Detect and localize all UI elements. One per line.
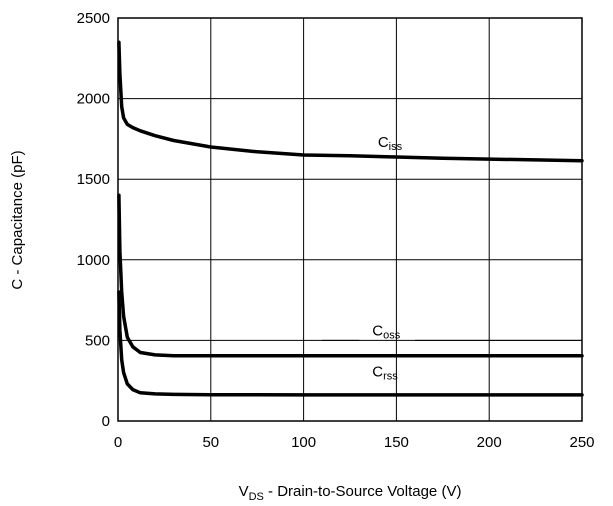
- x-axis-label-sub: DS: [249, 491, 264, 503]
- x-tick-label: 0: [114, 434, 122, 451]
- x-tick-labels: 0 50 100 150 200 250: [114, 434, 595, 451]
- x-tick-label: 50: [202, 434, 219, 451]
- grid: [118, 18, 582, 421]
- series-line-crss: [117, 290, 584, 397]
- x-tick-label: 100: [291, 434, 316, 451]
- series-label-crss: Crss: [372, 364, 398, 383]
- y-tick-label: 0: [102, 413, 110, 430]
- y-tick-label: 1000: [77, 252, 110, 269]
- y-tick-label: 1500: [77, 171, 110, 188]
- series-line-coss: [117, 193, 584, 358]
- x-tick-label: 250: [569, 434, 594, 451]
- series-line-ciss: [117, 40, 584, 163]
- series-label-ciss: Ciss: [378, 134, 403, 153]
- plot-frame: [117, 17, 583, 422]
- y-tick-labels: 0 500 1000 1500 2000 2500: [77, 10, 110, 430]
- x-tick-label: 150: [384, 434, 409, 451]
- y-tick-label: 2500: [77, 10, 110, 27]
- y-axis-label: C - Capacitance (pF): [9, 150, 26, 289]
- y-tick-label: 2000: [77, 91, 110, 108]
- x-axis-label: VDS - Drain-to-Source Voltage (V): [239, 483, 462, 503]
- series-labels: Ciss Coss Crss: [372, 134, 402, 383]
- series-label-coss: Coss: [372, 323, 400, 342]
- x-axis-label-rest: - Drain-to-Source Voltage (V): [264, 483, 462, 500]
- y-tick-label: 500: [85, 332, 110, 349]
- series-lines: [117, 40, 584, 397]
- x-tick-label: 200: [477, 434, 502, 451]
- x-axis-label-main: V: [239, 483, 249, 500]
